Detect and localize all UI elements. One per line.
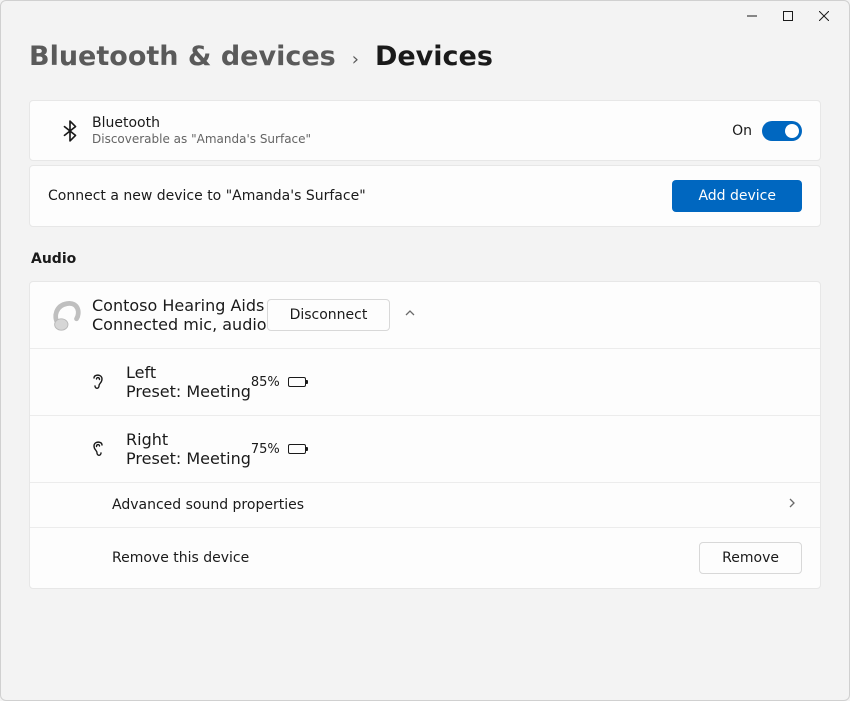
advanced-sound-row[interactable]: Advanced sound properties — [30, 483, 820, 528]
advanced-sound-label: Advanced sound properties — [112, 497, 772, 513]
right-label: Right — [126, 430, 251, 449]
left-ear-row: Left Preset: Meeting 85% — [30, 349, 820, 416]
window-titlebar — [745, 1, 849, 31]
add-device-card: Connect a new device to "Amanda's Surfac… — [29, 165, 821, 227]
bluetooth-subtitle: Discoverable as "Amanda's Surface" — [92, 132, 732, 146]
maximize-icon[interactable] — [781, 9, 795, 23]
minimize-icon[interactable] — [745, 9, 759, 23]
left-label: Left — [126, 363, 251, 382]
right-ear-row: Right Preset: Meeting 75% — [30, 416, 820, 483]
device-name: Contoso Hearing Aids — [92, 296, 267, 315]
remove-device-row: Remove this device Remove — [30, 528, 820, 588]
bluetooth-icon — [48, 120, 92, 142]
left-battery-pct: 85% — [251, 375, 280, 390]
bluetooth-state-label: On — [732, 123, 752, 139]
bluetooth-card: Bluetooth Discoverable as "Amanda's Surf… — [29, 100, 821, 161]
disconnect-button[interactable]: Disconnect — [267, 299, 391, 331]
breadcrumb: Bluetooth & devices › Devices — [29, 41, 821, 72]
battery-icon — [288, 377, 306, 387]
remove-device-label: Remove this device — [112, 550, 699, 566]
bluetooth-title: Bluetooth — [92, 115, 732, 131]
device-status: Connected mic, audio — [92, 315, 267, 334]
remove-button[interactable]: Remove — [699, 542, 802, 574]
audio-device-group: Contoso Hearing Aids Connected mic, audi… — [29, 281, 821, 589]
page-title: Devices — [375, 41, 493, 72]
right-battery-pct: 75% — [251, 442, 280, 457]
left-ear-icon — [80, 373, 116, 391]
close-icon[interactable] — [817, 9, 831, 23]
device-row[interactable]: Contoso Hearing Aids Connected mic, audi… — [30, 282, 820, 349]
left-preset: Preset: Meeting — [126, 382, 251, 401]
hearing-aid-icon — [48, 296, 92, 334]
chevron-right-icon: › — [352, 49, 359, 70]
chevron-right-icon — [786, 497, 798, 513]
right-ear-icon — [80, 440, 116, 458]
breadcrumb-parent[interactable]: Bluetooth & devices — [29, 41, 336, 72]
connect-device-text: Connect a new device to "Amanda's Surfac… — [48, 188, 366, 204]
battery-icon — [288, 444, 306, 454]
bluetooth-toggle[interactable] — [762, 121, 802, 141]
right-preset: Preset: Meeting — [126, 449, 251, 468]
audio-section-header: Audio — [31, 251, 821, 267]
add-device-button[interactable]: Add device — [672, 180, 802, 212]
chevron-up-icon[interactable] — [404, 307, 416, 323]
